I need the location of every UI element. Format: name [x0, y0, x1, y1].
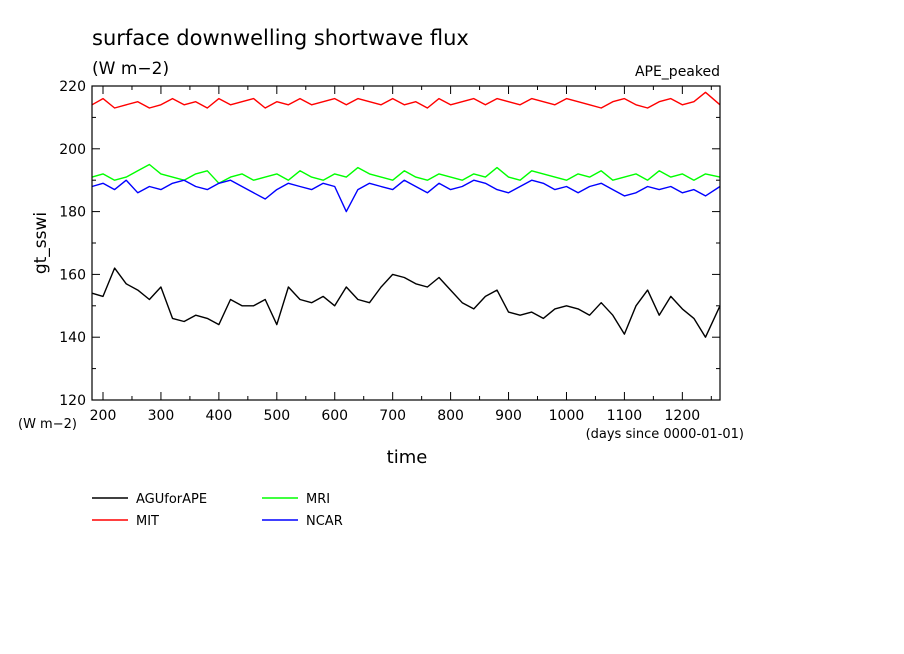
y-axis-unit: (W m−2) — [18, 417, 77, 432]
chart-subtitle: (W m−2) — [92, 59, 169, 79]
legend-label: MIT — [136, 514, 159, 529]
legend: AGUforAPE MRI MIT NCAR — [92, 492, 343, 529]
x-tick-label: 400 — [206, 408, 233, 424]
x-tick-label: 1000 — [549, 408, 585, 424]
axis-ticks: 200 300 400 500 600 700 800 900 1000 1100 1200 120 1… — [59, 79, 720, 424]
x-tick-label: 500 — [263, 408, 290, 424]
legend-label: MRI — [306, 492, 330, 507]
y-axis-label: gt_sswi — [31, 212, 51, 274]
x-axis-label: time — [387, 447, 428, 468]
legend-label: NCAR — [306, 514, 343, 529]
series-line-mri — [91, 163, 721, 185]
x-tick-label: 200 — [90, 408, 117, 424]
series-line-mit — [91, 91, 721, 109]
y-tick-label: 160 — [59, 267, 86, 283]
x-tick-label: 1200 — [665, 408, 701, 424]
x-tick-label: 700 — [379, 408, 406, 424]
series-lines — [91, 91, 721, 338]
y-tick-label: 220 — [59, 79, 86, 95]
x-tick-label: 800 — [437, 408, 464, 424]
x-tick-label: 1100 — [607, 408, 643, 424]
y-tick-label: 140 — [59, 330, 86, 346]
series-line-aguforape — [91, 267, 721, 338]
legend-label: AGUforAPE — [136, 492, 207, 507]
x-tick-label: 600 — [321, 408, 348, 424]
chart-title: surface downwelling shortwave flux — [92, 26, 469, 50]
series-line-ncar — [91, 179, 721, 213]
y-tick-label: 120 — [59, 393, 86, 409]
x-axis-unit: (days since 0000-01-01) — [586, 427, 744, 442]
y-tick-label: 180 — [59, 205, 86, 221]
y-tick-label: 200 — [59, 142, 86, 158]
experiment-label: APE_peaked — [635, 64, 720, 80]
plot-area — [91, 85, 721, 401]
x-tick-label: 900 — [495, 408, 522, 424]
x-tick-label: 300 — [148, 408, 175, 424]
